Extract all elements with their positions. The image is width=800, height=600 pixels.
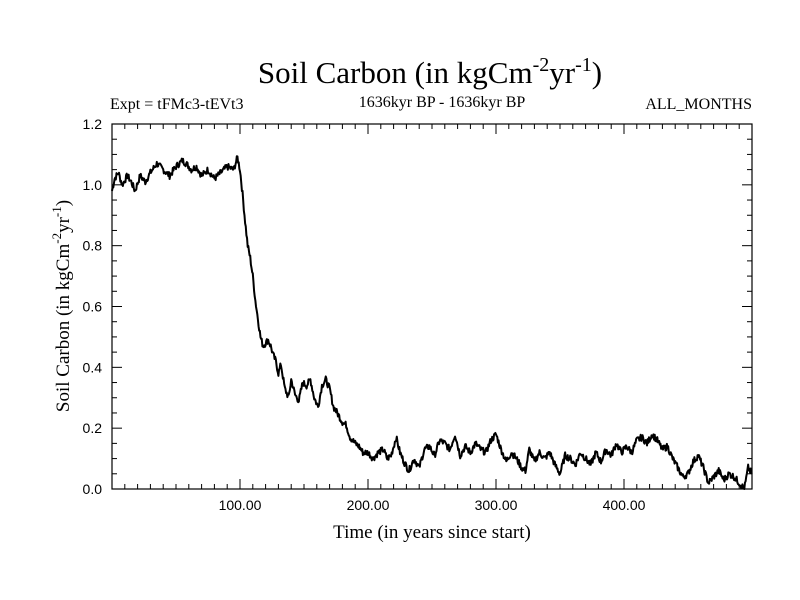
- y-tick-label-4: 0.8: [83, 238, 103, 254]
- chart-title: Soil Carbon (in kgCm-2yr-1): [258, 54, 602, 90]
- title-prefix: Soil Carbon (in kgCm: [258, 55, 533, 90]
- x-axis: 100.00 200.00 300.00 400.00: [219, 124, 646, 513]
- subtitle-period: 1636kyr BP - 1636kyr BP: [359, 94, 526, 111]
- y-tick-label-5: 1.0: [83, 177, 103, 193]
- minor-ticks: [112, 124, 752, 489]
- plot-frame: [111, 123, 753, 490]
- ylabel-mid: yr: [53, 216, 74, 233]
- subtitle-experiment: Expt = tFMc3-tEVt3: [110, 96, 243, 113]
- title-exp2: -1: [575, 54, 592, 76]
- ylabel-suffix: ): [53, 200, 74, 206]
- y-tick-label-1: 0.2: [83, 420, 103, 436]
- x-tick-label-1: 200.00: [347, 497, 390, 513]
- subtitle-months: ALL_MONTHS: [645, 96, 752, 113]
- x-tick-label-2: 300.00: [475, 497, 518, 513]
- title-mid: yr: [549, 55, 576, 90]
- ylabel-exp1: -2: [49, 233, 64, 244]
- y-tick-label-3: 0.6: [83, 299, 103, 315]
- title-suffix: ): [592, 55, 602, 90]
- x-tick-label-0: 100.00: [219, 497, 262, 513]
- series-line-soil-carbon: [111, 155, 753, 490]
- y-tick-label-6: 1.2: [83, 116, 103, 132]
- ylabel-exp2: -1: [49, 206, 64, 217]
- y-tick-label-2: 0.4: [83, 359, 103, 375]
- y-tick-label-0: 0.0: [83, 481, 103, 497]
- ylabel-prefix: Soil Carbon (in kgCm: [53, 244, 74, 413]
- y-axis-label: Soil Carbon (in kgCm-2yr-1): [49, 200, 74, 412]
- y-axis: 0.0 0.2 0.4 0.6 0.8 1.0 1.2: [83, 116, 752, 497]
- title-exp1: -2: [533, 54, 550, 76]
- x-axis-label: Time (in years since start): [333, 522, 531, 543]
- x-tick-label-3: 400.00: [603, 497, 646, 513]
